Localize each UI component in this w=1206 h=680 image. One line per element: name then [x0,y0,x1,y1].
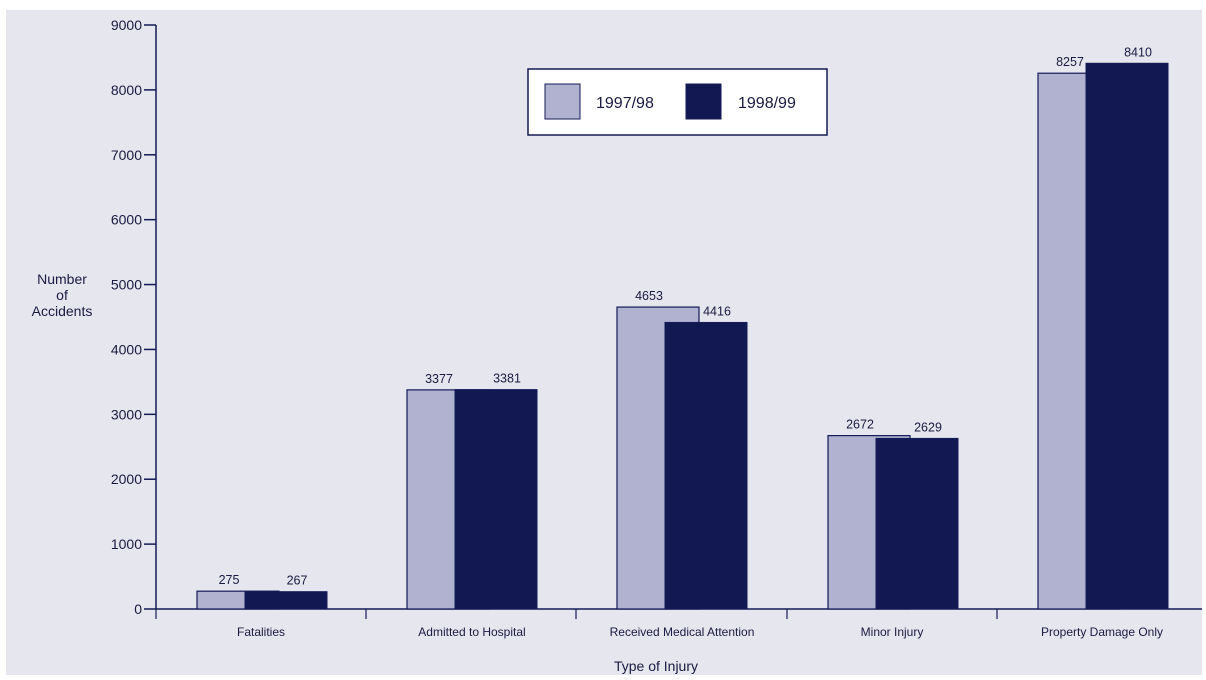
y-tick-label: 7000 [111,147,142,163]
y-tick-label: 8000 [111,82,142,98]
x-tick-label: Admitted to Hospital [418,625,525,639]
bar-1998-99 [665,322,747,609]
data-label-1998-99: 2629 [914,420,942,434]
x-tick-label: Minor Injury [861,625,924,639]
data-label-1998-99: 267 [287,574,308,588]
data-label-1998-99: 8410 [1124,45,1152,59]
data-label-1998-99: 3381 [493,372,521,386]
data-label-1997-98: 8257 [1056,55,1084,69]
data-label-1997-98: 4653 [635,289,663,303]
x-tick-label: Fatalities [237,625,285,639]
y-tick-label: 3000 [111,406,142,422]
y-tick-label: 5000 [111,277,142,293]
y-tick-label: 4000 [111,341,142,357]
y-tick-label: 6000 [111,212,142,228]
y-tick-label: 9000 [111,17,142,33]
y-tick-label: 2000 [111,471,142,487]
y-tick-label: 0 [134,601,142,617]
legend-swatch-1998-99 [686,84,721,119]
data-label-1998-99: 4416 [703,304,731,318]
y-axis-label-line: of [56,287,68,303]
y-axis-label-line: Number [37,271,87,287]
legend-label-1998-99: 1998/99 [738,95,796,112]
data-label-1997-98: 2672 [846,418,874,432]
y-tick-label: 1000 [111,536,142,552]
legend-swatch-1997-98 [545,84,580,119]
x-tick-label: Property Damage Only [1041,625,1163,639]
x-axis-label: Type of Injury [614,658,698,674]
bar-1998-99 [876,438,958,609]
bar-1998-99 [245,592,327,609]
y-axis-label-line: Accidents [32,303,93,319]
legend: 1997/98 1998/99 [528,69,827,135]
data-label-1997-98: 275 [219,573,240,587]
legend-label-1997-98: 1997/98 [596,95,654,112]
x-tick-label: Received Medical Attention [610,625,755,639]
data-label-1997-98: 3377 [425,372,453,386]
bar-1998-99 [1086,63,1168,609]
bar-1998-99 [455,390,537,609]
